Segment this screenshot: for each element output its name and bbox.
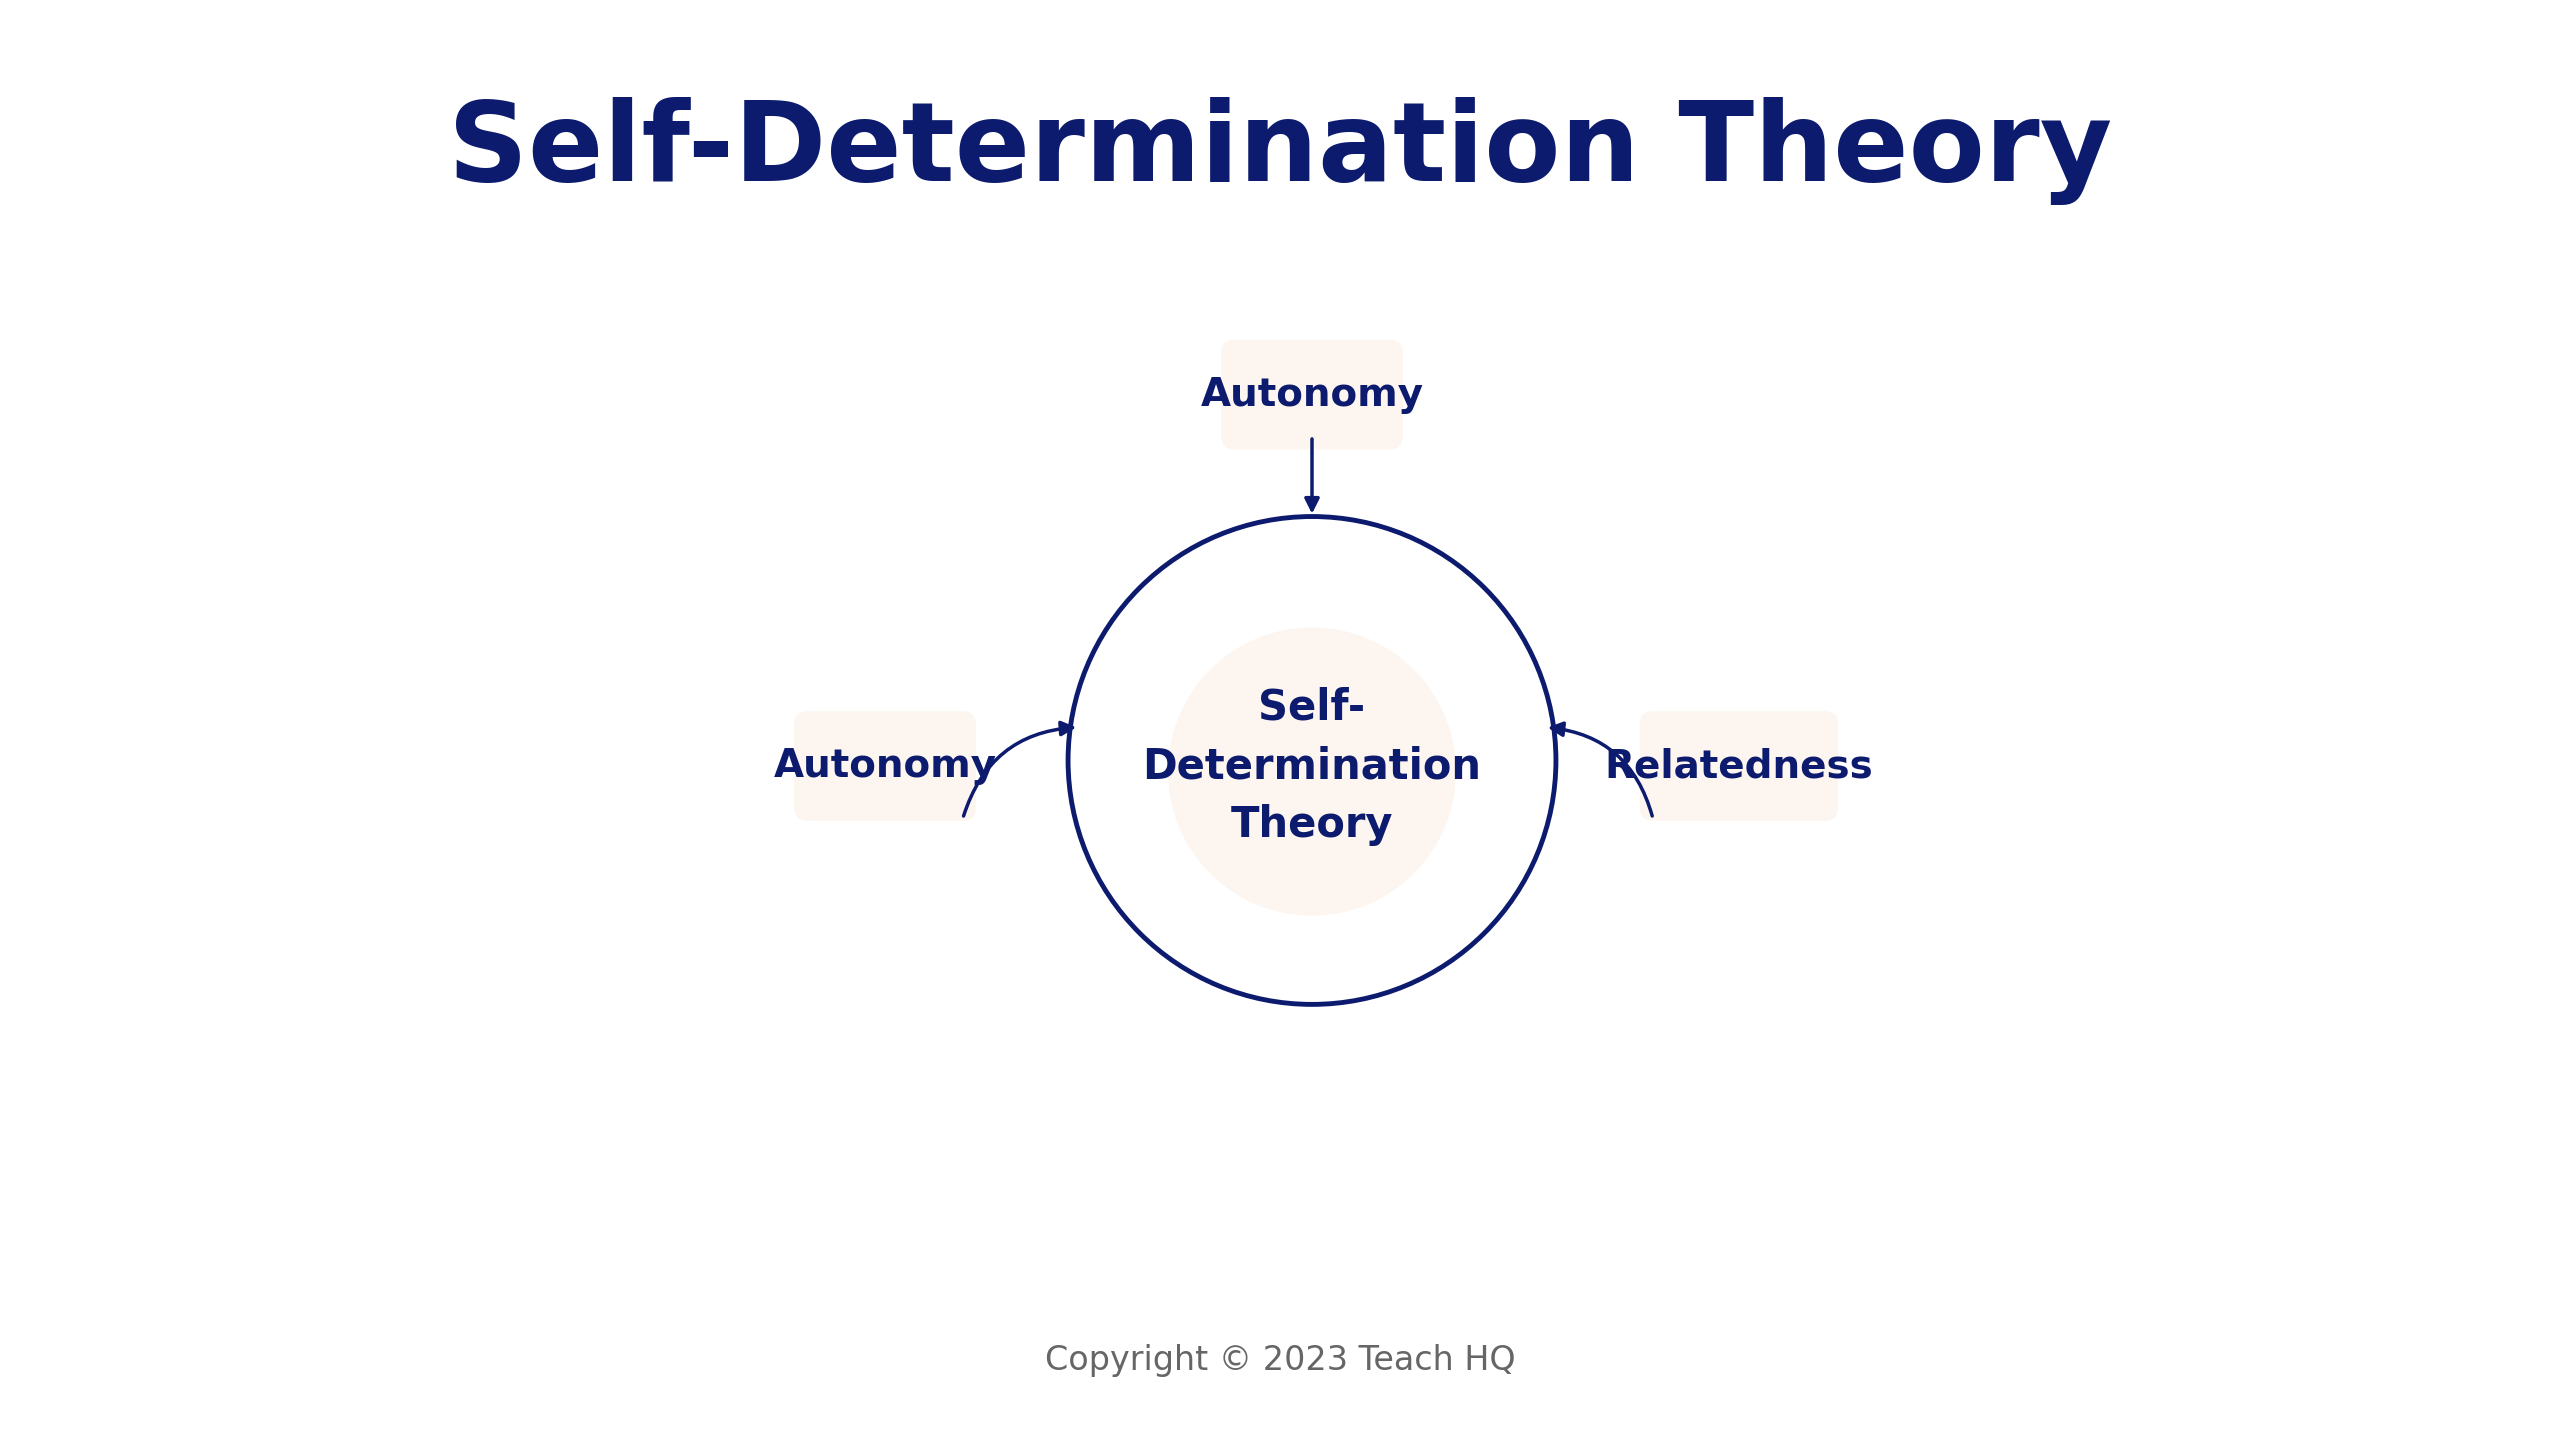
Text: Copyright © 2023 Teach HQ: Copyright © 2023 Teach HQ [1044,1345,1516,1377]
Text: Self-
Determination
Theory: Self- Determination Theory [1142,687,1482,845]
Text: Self-Determination Theory: Self-Determination Theory [448,98,2112,204]
Circle shape [1068,517,1556,1005]
FancyBboxPatch shape [794,711,975,821]
Text: Autonomy: Autonomy [773,747,996,785]
Text: Relatedness: Relatedness [1605,747,1874,785]
Circle shape [1167,628,1457,916]
FancyBboxPatch shape [1638,711,1838,821]
Text: Autonomy: Autonomy [1201,376,1423,413]
FancyBboxPatch shape [1221,340,1403,449]
